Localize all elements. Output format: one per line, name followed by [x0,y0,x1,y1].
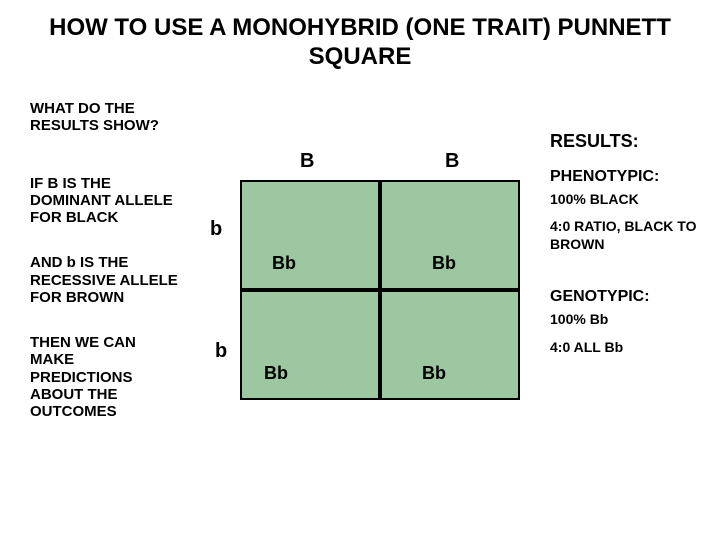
right-column: RESULTS: PHENOTYPIC: 100% BLACK 4:0 RATI… [550,130,710,360]
phenotypic-header: PHENOTYPIC: [550,167,710,187]
slide-title: HOW TO USE A MONOHYBRID (ONE TRAIT) PUNN… [30,14,690,72]
left-column: WHAT DO THE RESULTS SHOW? IF B IS THE DO… [30,100,180,448]
col-label-2: B [445,150,459,173]
genotypic-header: GENOTYPIC: [550,287,710,307]
cell-3: Bb [380,290,520,400]
col-label-1: B [300,150,314,173]
cell-2: Bb [240,290,380,400]
cell-0: Bb [240,180,380,290]
cell-0-value: Bb [272,253,296,274]
left-para-2: AND b IS THE RECESSIVE ALLELE FOR BROWN [30,254,180,306]
genotypic-line-2: 4:0 ALL Bb [550,339,710,357]
row-label-1: b [210,218,222,241]
left-para-3: THEN WE CAN MAKE PREDICTIONS ABOUT THE O… [30,334,180,420]
cell-1-value: Bb [432,253,456,274]
row-label-2: b [215,340,227,363]
left-question: WHAT DO THE RESULTS SHOW? [30,100,180,135]
genotypic-line-1: 100% Bb [550,311,710,329]
slide: HOW TO USE A MONOHYBRID (ONE TRAIT) PUNN… [0,0,720,540]
cell-3-value: Bb [422,363,446,384]
cell-1: Bb [380,180,520,290]
phenotypic-line-1: 100% BLACK [550,191,710,209]
phenotypic-line-2: 4:0 RATIO, BLACK TO BROWN [550,218,710,253]
cell-2-value: Bb [264,363,288,384]
results-header: RESULTS: [550,130,710,153]
punnett-grid: Bb Bb Bb Bb [240,180,520,400]
left-para-1: IF B IS THE DOMINANT ALLELE FOR BLACK [30,175,180,227]
